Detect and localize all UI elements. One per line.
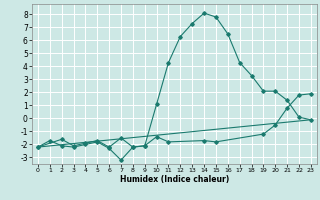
X-axis label: Humidex (Indice chaleur): Humidex (Indice chaleur) [120, 175, 229, 184]
